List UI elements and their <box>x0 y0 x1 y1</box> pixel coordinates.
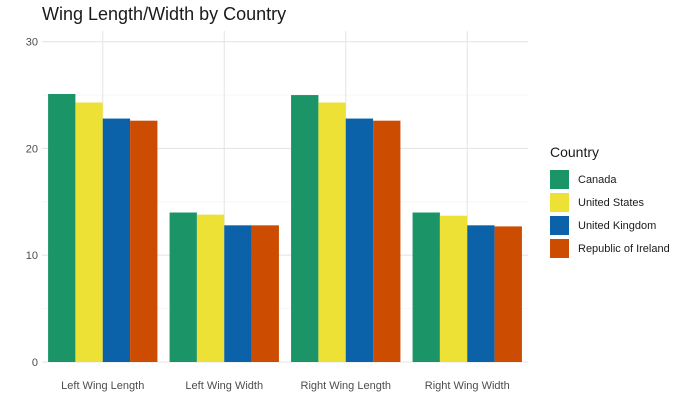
y-tick-label: 10 <box>26 250 38 262</box>
x-axis-ticks: Left Wing Length Left Wing Width Right Win… <box>61 380 510 392</box>
bar <box>373 120 401 362</box>
x-tick-label: Left Wing Length <box>61 380 144 392</box>
legend: Country Canada United States United Kingdo… <box>550 144 670 260</box>
legend-key <box>550 239 569 258</box>
legend-key <box>550 170 569 189</box>
y-axis-ticks: 0 10 20 30 <box>26 37 38 369</box>
y-tick-label: 20 <box>26 143 38 155</box>
legend-title: Country <box>550 144 600 160</box>
y-tick-label: 30 <box>26 37 38 49</box>
y-tick-label: 0 <box>32 357 38 369</box>
legend-label: United Kingdom <box>578 219 657 232</box>
x-tick-label: Right Wing Width <box>425 380 510 392</box>
x-tick-label: Left Wing Width <box>185 380 263 392</box>
legend-item: Republic of Ireland <box>550 237 670 260</box>
bar <box>169 212 197 362</box>
legend-key <box>550 193 569 212</box>
bar <box>130 120 158 362</box>
legend-label: Canada <box>578 173 617 186</box>
legend-key <box>550 216 569 235</box>
chart-title: Wing Length/Width by Country <box>42 4 287 24</box>
bar <box>102 118 131 362</box>
bar <box>196 214 225 362</box>
bar <box>251 225 279 362</box>
legend-items: Canada United States United Kingdom Republi… <box>550 168 670 260</box>
bar <box>75 102 103 363</box>
bar <box>345 118 374 362</box>
bar <box>318 102 346 363</box>
bars <box>48 93 522 363</box>
bar <box>467 225 495 362</box>
bar <box>439 215 468 362</box>
x-tick-label: Right Wing Length <box>301 380 392 392</box>
legend-item: United States <box>550 191 670 214</box>
legend-label: United States <box>578 196 645 209</box>
bar <box>494 226 522 362</box>
legend-item: United Kingdom <box>550 214 670 237</box>
legend-item: Canada <box>550 168 670 191</box>
bar <box>412 212 440 362</box>
legend-label: Republic of Ireland <box>578 242 670 255</box>
bar <box>224 225 252 362</box>
bar <box>291 95 319 362</box>
bar <box>48 93 76 363</box>
